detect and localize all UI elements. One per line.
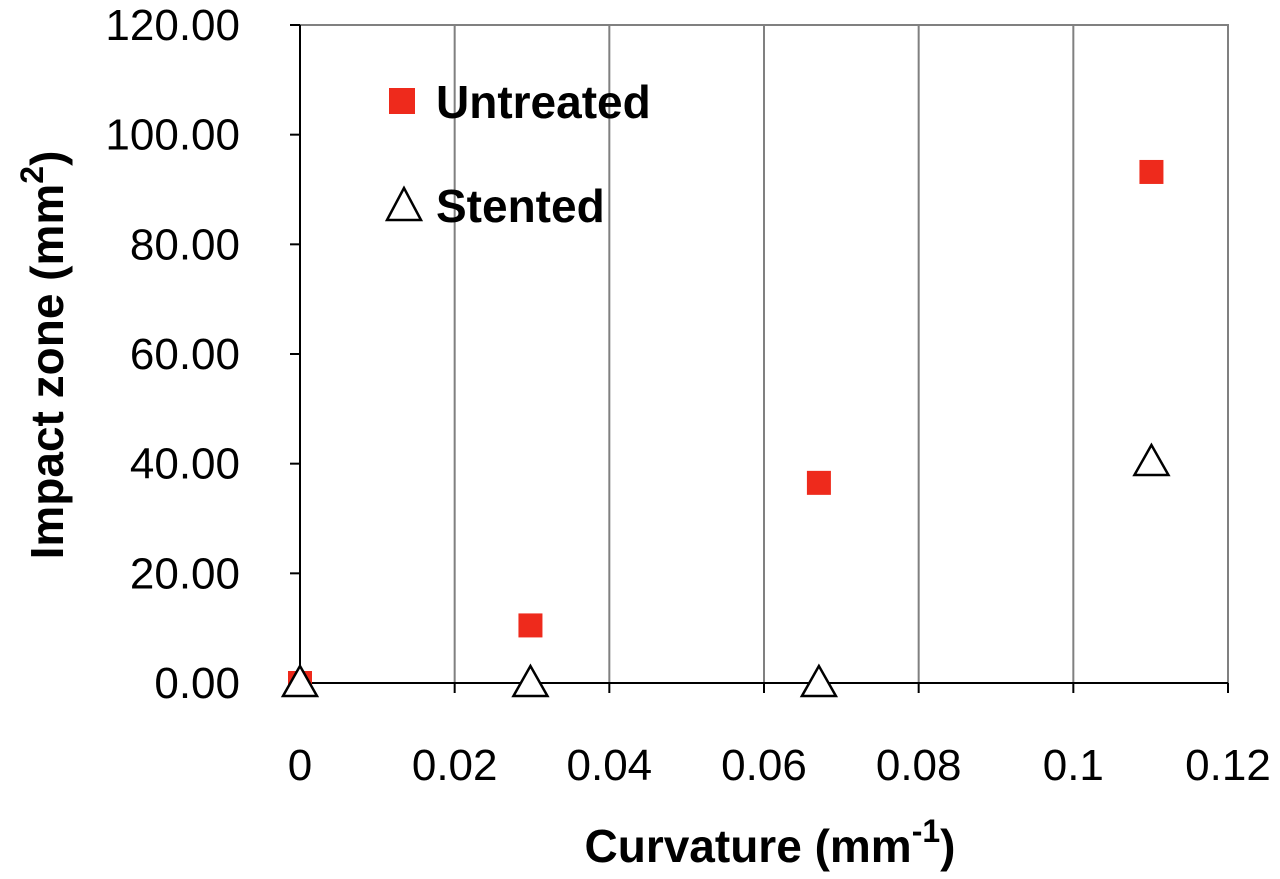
stented-point [511, 663, 550, 698]
x-axis-title-text: Curvature (mm [585, 820, 912, 872]
untreated-point [806, 470, 831, 495]
y-tick-label: 80.00 [130, 220, 240, 269]
stented-point [1132, 442, 1171, 477]
y-tick-label: 120.00 [105, 1, 240, 50]
legend: Untreated Stented [384, 76, 651, 232]
legend-stented-marker [384, 185, 424, 222]
y-axis-title-text: Impact zone (mm [21, 184, 73, 560]
x-axis-title: Curvature (mm-1) [585, 813, 956, 872]
y-tick-label: 40.00 [130, 440, 240, 489]
x-axis-title-close: ) [940, 820, 955, 872]
x-tick-label: 0 [288, 741, 312, 790]
x-tick-label: 0.12 [1185, 741, 1271, 790]
stented-point [799, 663, 839, 698]
x-tick-label: 0.04 [567, 741, 653, 790]
y-axis-title-superscript: 2 [14, 166, 50, 184]
y-tick-label: 0.00 [154, 659, 240, 708]
y-axis-title: Impact zone (mm2) [14, 151, 73, 560]
legend-untreated-marker [389, 88, 415, 114]
x-tick-label: 0.1 [1043, 741, 1104, 790]
y-tick-label: 20.00 [130, 549, 240, 598]
x-tick-label: 0.06 [721, 741, 807, 790]
y-tick-label: 100.00 [105, 111, 240, 160]
axis-ticks [290, 24, 1229, 693]
legend-stented-label: Stented [436, 180, 605, 232]
stented-point [280, 663, 320, 698]
untreated-point [1139, 159, 1164, 184]
data-points [280, 159, 1171, 698]
y-axis-title-close: ) [21, 151, 73, 166]
x-tick-label: 0.08 [876, 741, 962, 790]
legend-untreated-label: Untreated [436, 76, 651, 128]
x-tick-label: 0.02 [412, 741, 498, 790]
untreated-point [518, 613, 543, 638]
y-tick-label: 60.00 [130, 330, 240, 379]
x-axis-title-superscript: -1 [912, 813, 940, 849]
